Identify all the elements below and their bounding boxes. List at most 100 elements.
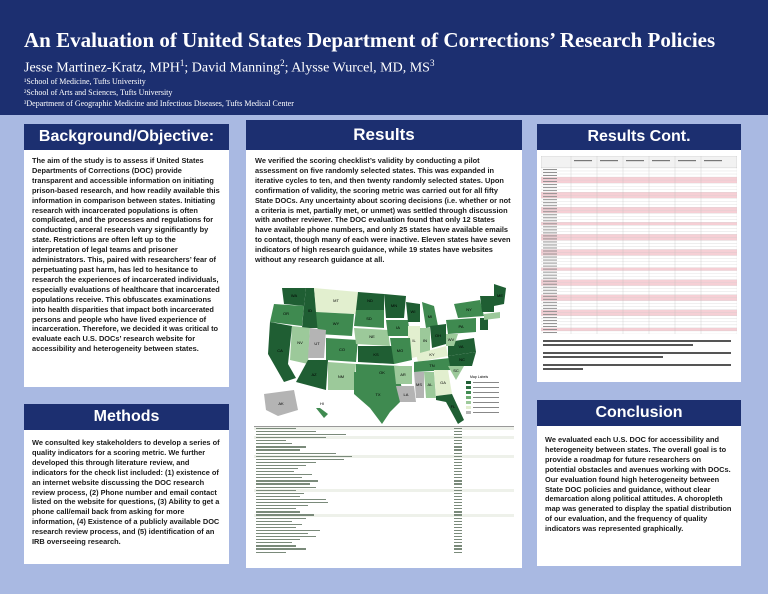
state-row bbox=[541, 258, 737, 262]
state-row bbox=[541, 249, 737, 253]
conclusion-text: We evaluated each U.S. DOC for accessibi… bbox=[545, 435, 732, 534]
table-row-value bbox=[454, 523, 462, 525]
map-label: IL bbox=[412, 338, 416, 343]
table-row-value bbox=[454, 517, 462, 519]
map-label: WI bbox=[411, 309, 416, 314]
map-legend: Map Labels bbox=[466, 375, 499, 414]
state-row-label bbox=[543, 322, 557, 324]
state-row-label bbox=[543, 169, 557, 170]
table-row bbox=[254, 483, 514, 486]
map-state-nv bbox=[290, 326, 310, 364]
state-row-label bbox=[543, 175, 557, 176]
state-row bbox=[541, 309, 737, 313]
map-state-wa bbox=[282, 288, 306, 306]
map-state-ut bbox=[308, 328, 326, 358]
table-row bbox=[254, 464, 514, 467]
table-row-label bbox=[256, 495, 300, 498]
table-row bbox=[254, 473, 514, 476]
state-row-label bbox=[543, 196, 557, 198]
state-row bbox=[541, 282, 737, 286]
table-row bbox=[254, 538, 514, 541]
state-row bbox=[541, 306, 737, 310]
legend-label-line bbox=[473, 392, 499, 393]
state-row-label bbox=[543, 214, 557, 216]
table-row-value bbox=[454, 437, 462, 439]
map-state-ak bbox=[264, 390, 298, 416]
table-row-value bbox=[454, 498, 462, 501]
table-header-label bbox=[600, 160, 618, 162]
table-row bbox=[254, 488, 514, 492]
table-row-label bbox=[256, 505, 308, 507]
state-row-label bbox=[543, 295, 557, 297]
table-row-label bbox=[256, 468, 298, 470]
author-affiliation-mark: 3 bbox=[429, 58, 435, 68]
table-row-value bbox=[454, 492, 462, 494]
state-row bbox=[541, 321, 737, 326]
figure-caption bbox=[543, 364, 731, 366]
table-row bbox=[254, 507, 514, 510]
table-row-value bbox=[454, 502, 462, 504]
table-row bbox=[254, 439, 514, 442]
map-state-mn bbox=[384, 294, 406, 318]
table-row-value bbox=[454, 452, 462, 454]
table-row-value bbox=[454, 468, 462, 470]
state-row-label bbox=[543, 190, 557, 192]
map-label: ME bbox=[497, 293, 503, 298]
state-row bbox=[541, 276, 737, 280]
table-row-label bbox=[256, 446, 306, 448]
state-row-label bbox=[543, 220, 557, 222]
legend-swatch bbox=[466, 411, 471, 414]
map-label: MS bbox=[416, 382, 422, 387]
table-row-label bbox=[256, 433, 346, 436]
state-row bbox=[541, 231, 737, 235]
map-state-ky bbox=[416, 346, 448, 362]
state-row-label bbox=[543, 238, 557, 240]
table-row-label bbox=[256, 526, 296, 528]
author-separator: ; bbox=[284, 60, 292, 76]
state-row-label bbox=[543, 280, 557, 282]
map-state-ar bbox=[394, 366, 412, 384]
map-state-ga bbox=[434, 370, 452, 396]
state-row bbox=[541, 192, 737, 196]
map-state-id bbox=[302, 288, 318, 328]
map-state-ia bbox=[386, 320, 410, 336]
state-row bbox=[541, 243, 737, 247]
map-label: HI bbox=[320, 401, 324, 406]
legend-label-line bbox=[473, 412, 499, 413]
map-state-ok bbox=[356, 364, 400, 380]
map-label: KY bbox=[429, 352, 435, 357]
table-row-value bbox=[454, 542, 462, 544]
state-row-label bbox=[543, 247, 557, 249]
table-row bbox=[254, 551, 514, 554]
state-row bbox=[541, 210, 737, 214]
state-row bbox=[541, 207, 737, 211]
table-row-label bbox=[256, 517, 306, 519]
table-row-value bbox=[454, 427, 462, 429]
table-row bbox=[254, 501, 514, 504]
state-row bbox=[541, 270, 737, 274]
table-row bbox=[254, 458, 514, 461]
table-row-value bbox=[454, 539, 462, 541]
table-row bbox=[254, 535, 514, 538]
state-row bbox=[541, 219, 737, 223]
state-row-label bbox=[543, 329, 557, 330]
table-row bbox=[254, 492, 514, 495]
map-state-mt bbox=[314, 288, 358, 314]
table-row bbox=[254, 532, 514, 535]
map-label: OR bbox=[283, 311, 289, 316]
figure-caption bbox=[543, 344, 693, 346]
state-row bbox=[541, 288, 737, 292]
map-state-ma bbox=[484, 312, 500, 320]
state-row-label bbox=[543, 326, 557, 327]
map-state-nj bbox=[480, 318, 488, 330]
us-choropleth-map: WA OR ID MT ND MN SD WY NV UT CO NE IA W… bbox=[254, 282, 514, 426]
map-label: MN bbox=[391, 303, 397, 308]
table-row bbox=[254, 486, 514, 489]
table-row-label bbox=[256, 464, 306, 467]
table-row-value bbox=[454, 443, 462, 445]
table-row-value bbox=[454, 511, 462, 513]
table-row-label bbox=[256, 498, 326, 501]
state-row bbox=[541, 201, 737, 205]
state-row bbox=[541, 176, 737, 181]
table-row-value bbox=[454, 520, 462, 522]
